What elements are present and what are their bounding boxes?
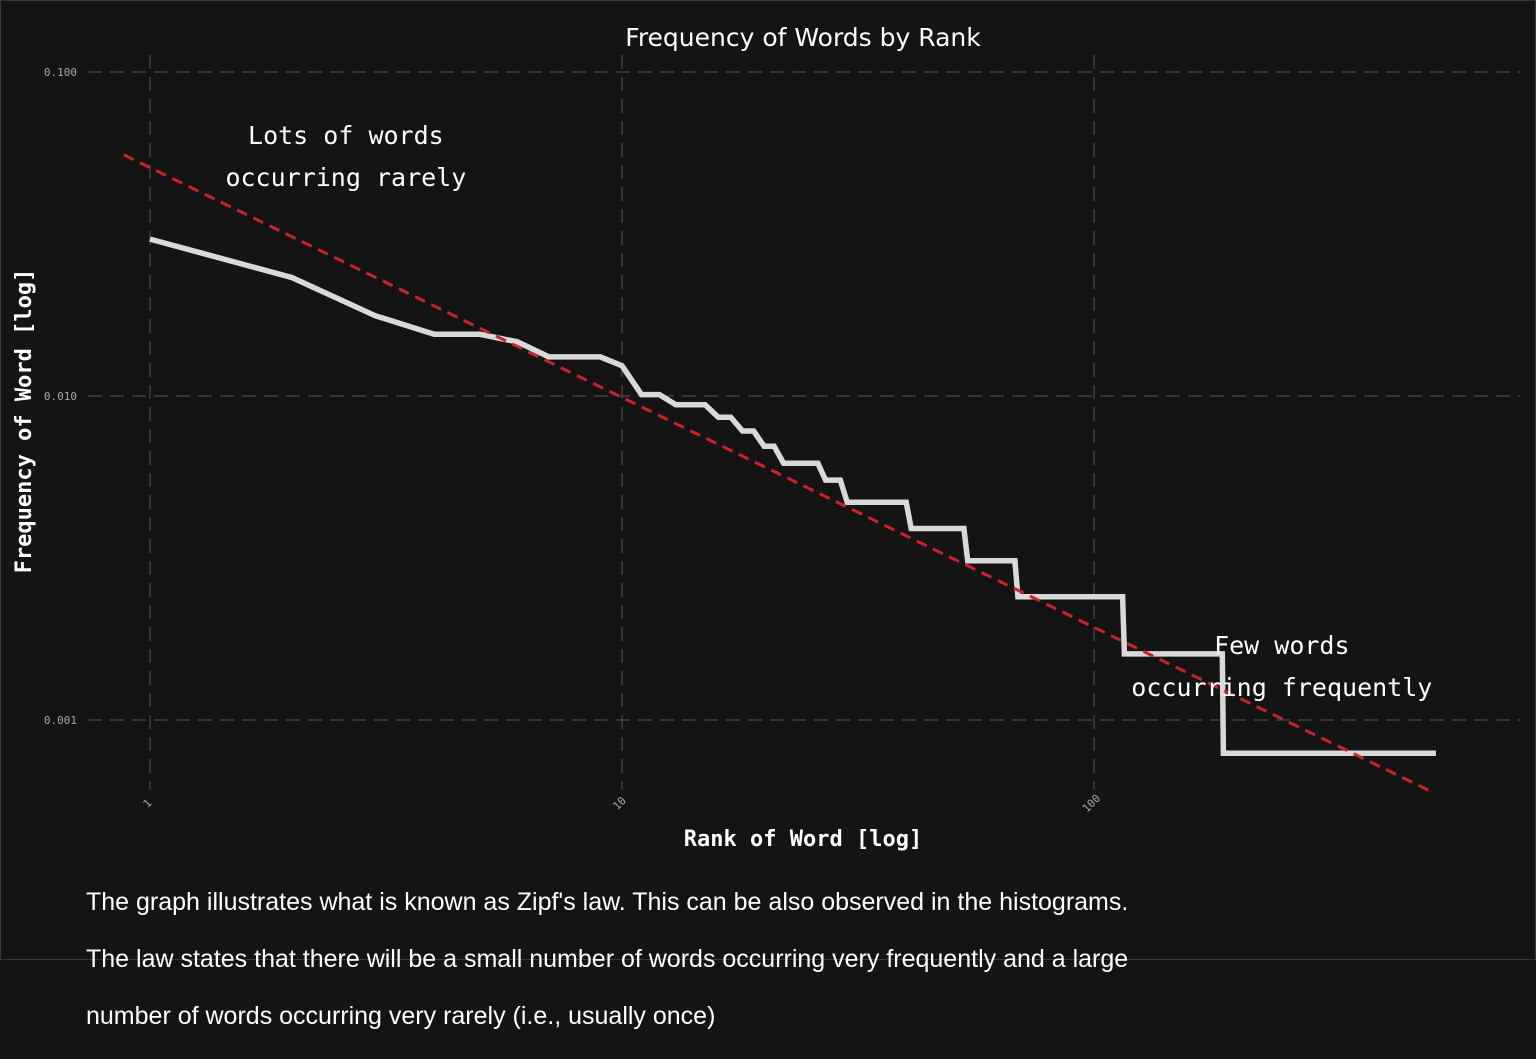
y-axis-ticks: 0.001 0.010 0.100 [44, 66, 77, 727]
zipf-chart: 1 10 100 0.001 0.010 0.100 Lots of words occu… [12, 23, 1520, 852]
caption-line: The law states that there will be a smal… [86, 944, 1129, 973]
caption-line: number of words occurring very rarely (i… [86, 1001, 716, 1030]
x-tick-label: 1 [141, 797, 155, 811]
annotation-text: occurring frequently [1131, 673, 1432, 702]
y-tick-label: 0.100 [44, 66, 77, 79]
annotation-text: occurring rarely [225, 163, 466, 192]
x-tick-label: 10 [610, 794, 629, 813]
frequency-line [149, 236, 1436, 756]
annotation-text: Lots of words [248, 121, 444, 150]
chart-title: Frequency of Words by Rank [625, 23, 981, 52]
x-axis-label: Rank of Word [log] [684, 827, 922, 852]
x-tick-label: 100 [1080, 792, 1103, 815]
caption-line: The graph illustrates what is known as Z… [86, 887, 1129, 916]
chart-caption: The graph illustrates what is known as Z… [86, 859, 1286, 1059]
trend-line [123, 153, 1433, 794]
y-axis-label: Frequency of Word [log] [12, 269, 37, 574]
annotation-text: Few words [1214, 631, 1349, 660]
annotations: Lots of words occurring rarely Few words oc… [225, 121, 1432, 702]
series [123, 153, 1436, 794]
x-axis-ticks: 1 10 100 [141, 792, 1104, 815]
y-tick-label: 0.010 [44, 390, 77, 403]
y-tick-label: 0.001 [44, 714, 77, 727]
